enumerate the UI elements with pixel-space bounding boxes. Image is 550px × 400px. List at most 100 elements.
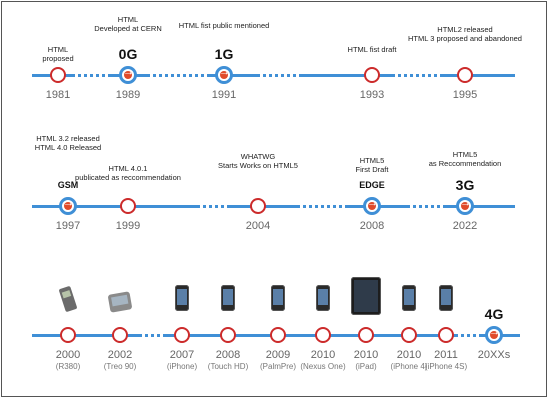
milestone-marker [401,327,417,343]
axis-gap [431,74,434,77]
milestone-year: 2010 [310,349,336,361]
device-screen [223,289,233,305]
milestone-marker [174,327,190,343]
milestone-year: 2008 [215,349,241,361]
axis-gap [336,205,339,208]
device-screen [404,289,414,305]
axis-gap [200,205,203,208]
milestone-description: HTML Developed at CERN [94,15,162,33]
milestone-year: 2009 [265,349,291,361]
milestone-marker-major [456,197,474,215]
axis-gap [470,334,473,337]
milestone-marker [60,327,76,343]
axis-gap [476,334,479,337]
device-screen [177,289,187,305]
milestone-description: HTML 4.0.1 publicated as reccommendation [75,164,181,182]
axis-gap [204,74,207,77]
axis-gap [401,74,404,77]
axis-gap [150,74,153,77]
axis-gap [407,74,410,77]
milestone-year: 1997 [55,220,81,232]
axis-gap [266,74,269,77]
device-model-label: (Treo 90) [103,362,137,371]
axis-gap [284,74,287,77]
axis-gap [198,74,201,77]
network-generation-label: EDGE [359,180,385,190]
axis-gap [324,205,327,208]
axis-gap [413,74,416,77]
milestone-year: 2007 [169,349,195,361]
network-generation-label: 1G [214,46,234,62]
axis-gap [142,334,145,337]
axis-gap [148,334,151,337]
milestone-year: 1995 [452,89,478,101]
device-model-label: (PalmPre) [259,362,297,371]
axis-gap [440,205,443,208]
milestone-marker [438,327,454,343]
device-phone-icon [221,285,235,311]
axis-gap [419,74,422,77]
axis-gap [206,205,209,208]
axis-gap [81,74,84,77]
axis-gap [156,74,159,77]
network-generation-label: 0G [118,46,138,62]
milestone-marker [315,327,331,343]
device-phone-icon [402,285,416,311]
milestone-marker [250,198,266,214]
device-phone-icon [316,285,330,311]
axis-gap [395,74,398,77]
milestone-year: 2011 [434,349,458,361]
device-phone-icon [271,285,285,311]
device-model-label: (Touch HD) [207,362,249,371]
device-model-label: (iPhone) [166,362,198,371]
milestone-description: HTML5 First Draft [355,156,389,174]
milestone-year: 2004 [245,220,271,232]
milestone-year: 2010 [353,349,379,361]
network-generation-label: 4G [484,306,504,322]
milestone-marker-major [363,197,381,215]
milestone-year: 20XXs [477,349,511,361]
milestone-year: 2002 [107,349,133,361]
axis-gap [425,74,428,77]
axis-gap [75,74,78,77]
milestone-description: HTML5 as Reccommendation [428,150,502,168]
axis-gap [212,205,215,208]
axis-gap [464,334,467,337]
axis-gap [105,74,108,77]
axis-gap [174,74,177,77]
device-screen [111,294,129,307]
axis-gap [160,334,163,337]
device-screen [441,289,451,305]
device-treo-icon [107,291,133,313]
axis-gap [154,334,157,337]
axis-gap [428,205,431,208]
axis-gap [87,74,90,77]
axis-gap [296,74,299,77]
axis-gap [434,205,437,208]
device-phone-icon [439,285,453,311]
axis-gap [458,334,461,337]
axis-gap [342,205,345,208]
milestone-marker-major [215,66,233,84]
milestone-year: 1989 [115,89,141,101]
milestone-year: 2000 [55,349,81,361]
milestone-marker [120,198,136,214]
device-model-label: (iPad) [355,362,377,371]
milestone-description: HTML2 released HTML 3 proposed and abando… [408,25,522,43]
axis-gap [290,74,293,77]
network-generation-label: 3G [455,177,475,193]
milestone-year: 2010 [396,349,422,361]
device-screen [273,289,283,305]
milestone-marker-major [59,197,77,215]
milestone-marker [112,327,128,343]
axis-gap [318,205,321,208]
milestone-description: HTML 3.2 released HTML 4.0 Released [34,134,102,152]
device-screen [354,280,378,312]
axis-gap [93,74,96,77]
axis-gap [192,74,195,77]
milestone-marker-major [485,326,503,344]
axis-gap [272,74,275,77]
axis-gap [410,205,413,208]
axis-gap [437,74,440,77]
